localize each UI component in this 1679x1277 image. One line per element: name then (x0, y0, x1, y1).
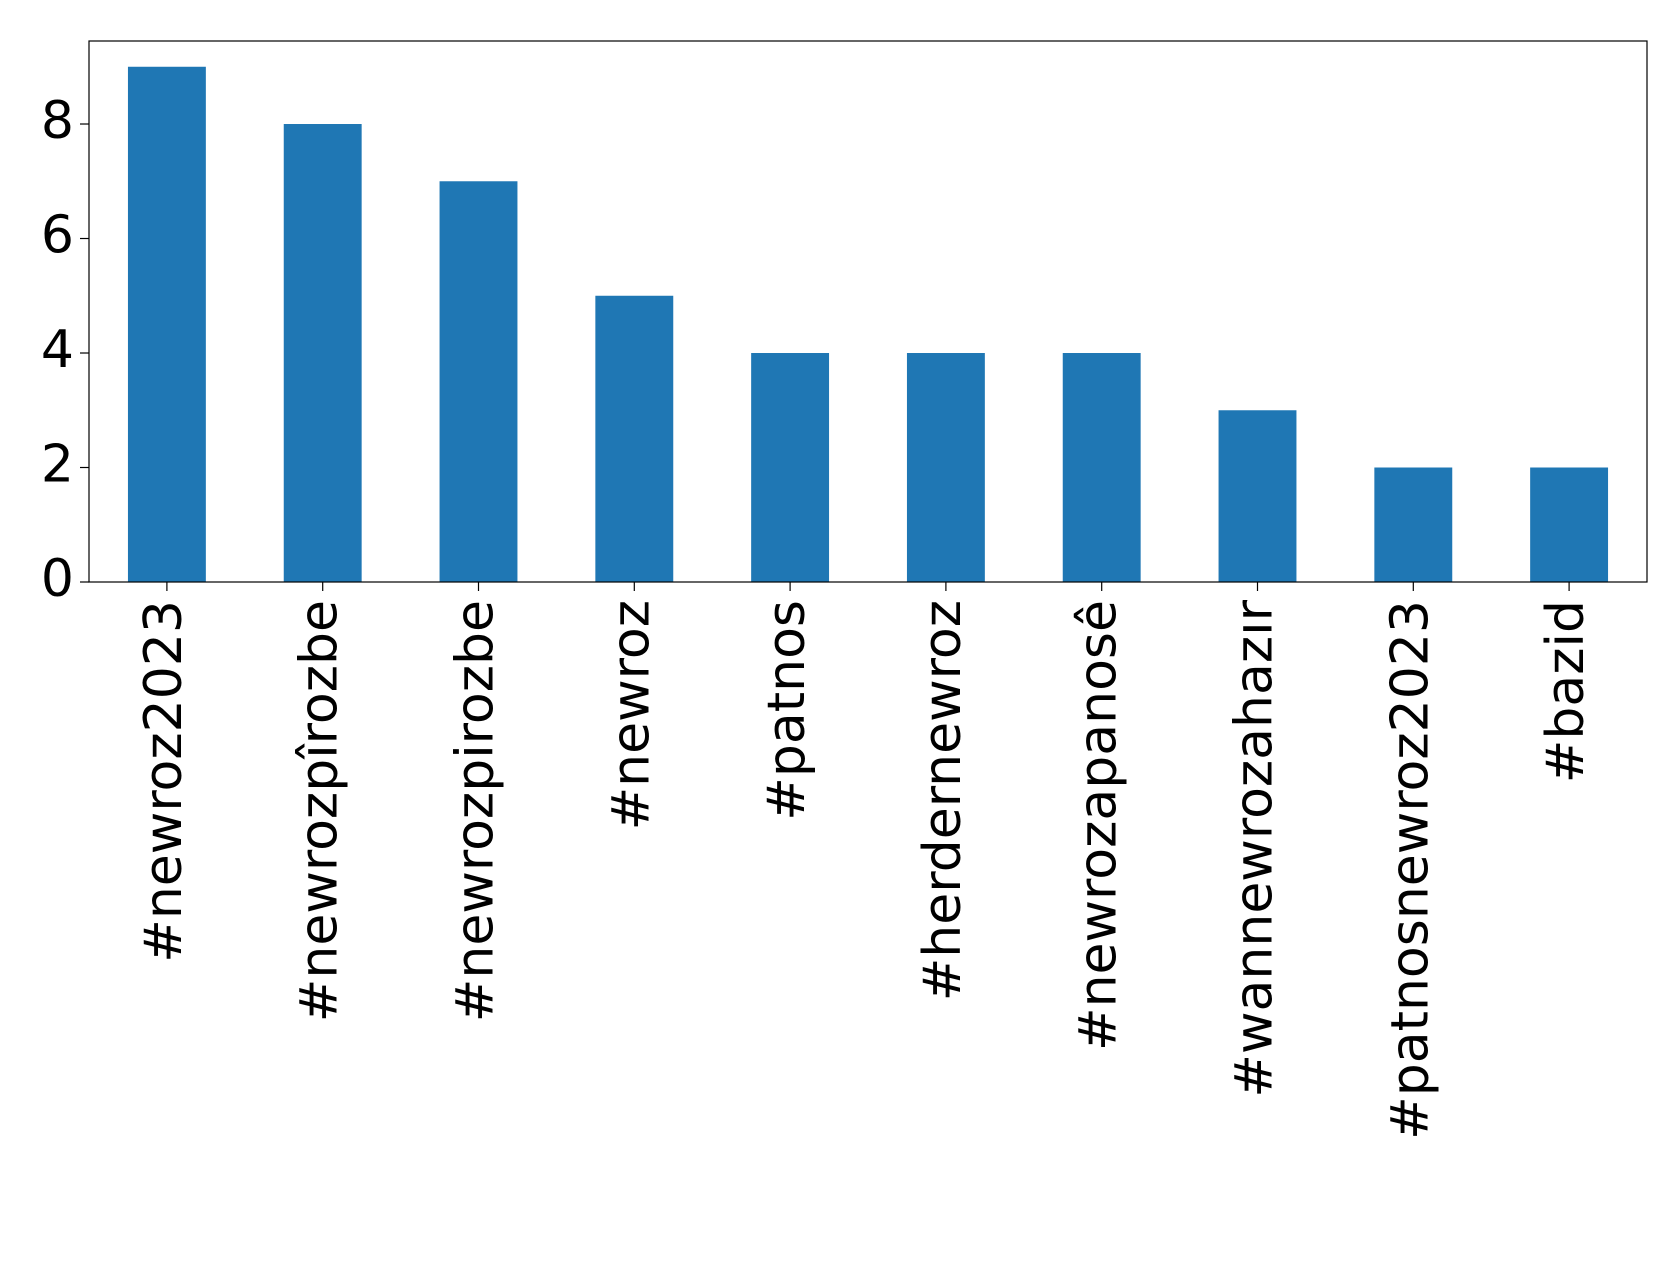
y-tick-label: 4 (41, 320, 74, 380)
bar (439, 181, 518, 582)
bar (595, 295, 674, 582)
x-tick-label: #patnos (757, 600, 817, 821)
x-tick-label: #patnosnewroz2023 (1380, 600, 1440, 1140)
x-tick-label: #newrozapanosê (1069, 600, 1129, 1051)
x-tick-label: #bazid (1536, 600, 1596, 783)
bar (1530, 467, 1609, 582)
x-tick-label: #newrozpirozbe (446, 600, 506, 1022)
bar (751, 353, 830, 582)
y-tick-label: 0 (41, 549, 74, 609)
bar (1062, 353, 1141, 582)
x-tick-label: #herdernewroz (913, 600, 973, 1001)
y-tick-label: 6 (41, 206, 74, 266)
y-tick-label: 2 (41, 435, 74, 495)
x-tick-label: #wannewrozahazır (1225, 599, 1285, 1097)
bar (1218, 410, 1297, 582)
plot-frame (88, 40, 1648, 583)
x-tick-label: #newroz2023 (134, 600, 194, 963)
bar (127, 66, 206, 582)
bar (906, 353, 985, 582)
x-tick-label: #newrozpîrozbe (290, 600, 350, 1022)
bar (283, 124, 362, 582)
x-tick-label: #newroz (601, 600, 661, 830)
y-tick-label: 8 (41, 91, 74, 151)
bar (1374, 467, 1453, 582)
